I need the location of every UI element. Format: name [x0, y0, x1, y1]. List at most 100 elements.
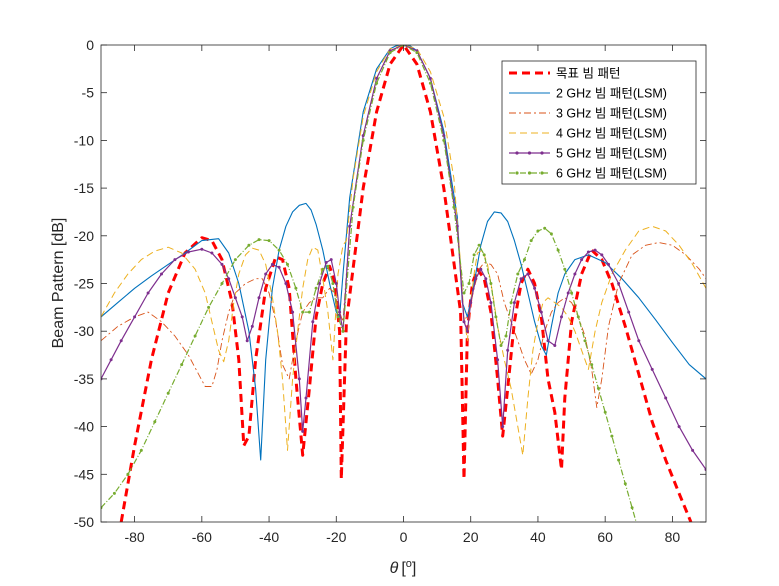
- legend-marker-5: [515, 151, 519, 155]
- legend-label-2: 2 GHz 빔 패턴(LSM): [556, 87, 667, 101]
- series-5-point: [469, 301, 473, 305]
- legend-label-6: 6 GHz 빔 패턴(LSM): [556, 167, 667, 181]
- series-5-point: [311, 320, 315, 324]
- series-6-point: [351, 205, 355, 209]
- series-6-point: [388, 51, 392, 55]
- x-axis-label: θ [o]: [390, 558, 417, 577]
- series-5-point: [506, 348, 510, 352]
- series-6-point: [233, 258, 237, 262]
- x-tick-label: 0: [400, 529, 408, 545]
- series-6-point: [294, 286, 298, 290]
- series-6-point: [301, 310, 305, 314]
- series-6-point: [549, 232, 553, 236]
- series-5-point: [220, 262, 224, 266]
- series-6-point: [499, 344, 503, 347]
- x-axis-label-close: ]: [412, 560, 416, 577]
- series-5-point: [617, 282, 621, 285]
- series-6-point: [509, 301, 513, 305]
- series-5-point: [186, 250, 190, 254]
- y-tick-label: -30: [74, 323, 94, 339]
- series-6-point: [207, 305, 211, 309]
- x-tick-label: 80: [665, 529, 681, 545]
- series-6-point: [630, 506, 634, 510]
- series-5-point: [338, 310, 342, 314]
- series-5-point: [474, 277, 478, 281]
- series-5-point: [200, 247, 204, 251]
- series-6-point: [375, 81, 379, 85]
- y-tick-label: -15: [74, 180, 94, 196]
- series-line-1: [119, 45, 693, 522]
- x-tick-label: 60: [597, 529, 613, 545]
- legend-label-5: 5 GHz 빔 패턴(LSM): [556, 147, 667, 161]
- x-tick-label: -80: [124, 529, 144, 545]
- tick-layer: -80 -60 -40 -20 0 20 40 60 80 0 -5 -10 -15 -20 -25 -30 -…: [74, 37, 706, 545]
- series-5-point: [250, 324, 254, 328]
- legend-marker-5: [540, 151, 544, 155]
- series-5-point: [553, 344, 557, 347]
- series-5-point: [650, 367, 654, 371]
- series-5-point: [329, 258, 333, 262]
- y-tick-label: -35: [74, 371, 94, 387]
- x-tick-label: -40: [259, 529, 279, 545]
- x-tick-label: 20: [463, 529, 479, 545]
- series-5-point: [664, 396, 668, 400]
- series-5-point: [245, 339, 249, 343]
- series-6-point: [462, 291, 466, 295]
- series-5-point: [375, 76, 379, 80]
- series-6-point: [529, 239, 533, 243]
- series-5-point: [546, 339, 550, 343]
- series-6-point: [307, 310, 311, 314]
- series-6-point: [361, 138, 365, 142]
- y-tick-label: -25: [74, 276, 94, 292]
- series-6-point: [504, 334, 508, 338]
- series-6-point: [452, 205, 456, 209]
- series-5-point: [533, 286, 537, 290]
- series-6-point: [139, 448, 143, 452]
- series-6-point: [563, 267, 567, 271]
- y-tick-label: -5: [82, 85, 95, 101]
- series-6-point: [472, 253, 476, 257]
- series-5-point: [607, 262, 610, 266]
- series-6-point: [482, 253, 486, 257]
- series-5-point: [284, 282, 288, 285]
- series-6-point: [326, 264, 330, 268]
- series-6-point: [583, 339, 587, 343]
- legend: 목표 빔 패턴 2 GHz 빔 패턴(LSM) 3 GHz 빔 패턴(LSM) 4 G…: [501, 60, 697, 185]
- x-tick-label: -20: [326, 529, 346, 545]
- series-6-point: [467, 282, 471, 285]
- series-6-point: [570, 291, 574, 295]
- series-5-point: [479, 267, 483, 271]
- series-5-point: [691, 448, 695, 452]
- series-5-point: [526, 272, 530, 276]
- y-tick-label: 0: [86, 37, 94, 53]
- series-6-point: [180, 363, 184, 367]
- series-6-point: [321, 267, 325, 271]
- series-5-point: [489, 301, 493, 305]
- legend-marker-6: [540, 171, 544, 175]
- series-5-point: [560, 315, 563, 319]
- series-5-point: [334, 282, 338, 285]
- series-6-point: [428, 81, 432, 85]
- series-5-point: [600, 253, 604, 257]
- series-5-point: [270, 262, 274, 266]
- series-6-point: [193, 334, 197, 338]
- series-6-point: [336, 315, 340, 319]
- series-5-point: [512, 301, 516, 305]
- series-5-point: [119, 339, 123, 343]
- series-5-point: [348, 224, 352, 228]
- series-6-point: [590, 363, 594, 367]
- series-5-point: [465, 329, 469, 333]
- series-6-point: [516, 272, 520, 276]
- legend-box: [501, 60, 697, 185]
- series-5-point: [210, 251, 214, 255]
- series-5-point: [324, 261, 328, 264]
- series-5-point: [580, 258, 584, 262]
- series-5-point: [109, 358, 113, 362]
- series-6-point: [331, 282, 335, 285]
- legend-marker-6: [527, 171, 532, 175]
- series-6-point: [277, 248, 281, 252]
- series-5-point: [501, 425, 505, 429]
- legend-marker-6: [515, 171, 519, 175]
- series-line-3: [101, 45, 706, 408]
- series-6-point: [166, 391, 170, 395]
